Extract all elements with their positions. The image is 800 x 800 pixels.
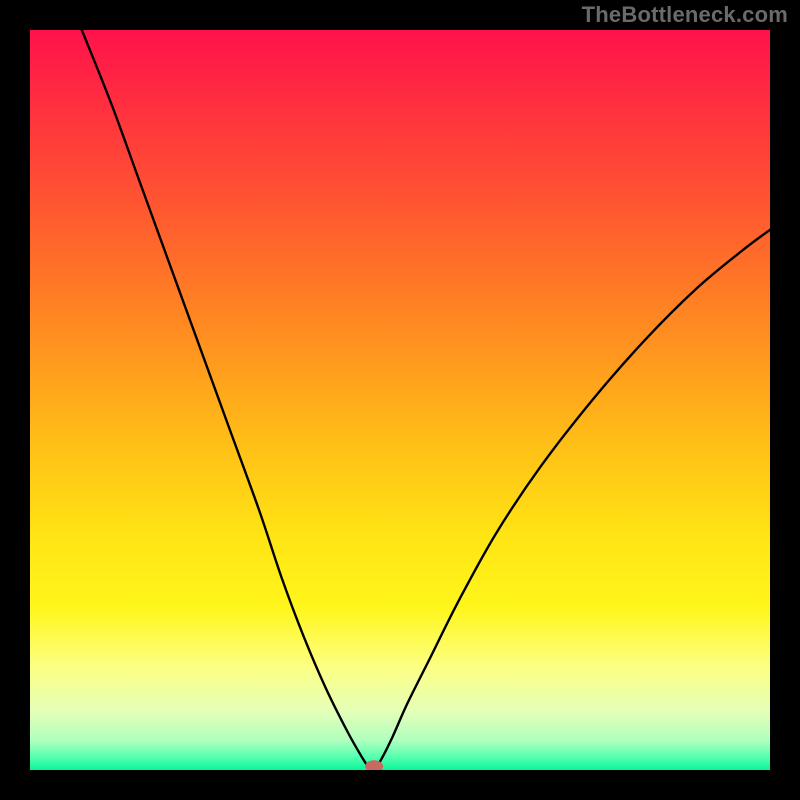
border-bottom	[0, 770, 800, 800]
watermark-text: TheBottleneck.com	[582, 2, 788, 28]
bottleneck-chart	[0, 0, 800, 800]
border-left	[0, 0, 30, 800]
border-right	[770, 0, 800, 800]
plot-background	[30, 30, 770, 770]
